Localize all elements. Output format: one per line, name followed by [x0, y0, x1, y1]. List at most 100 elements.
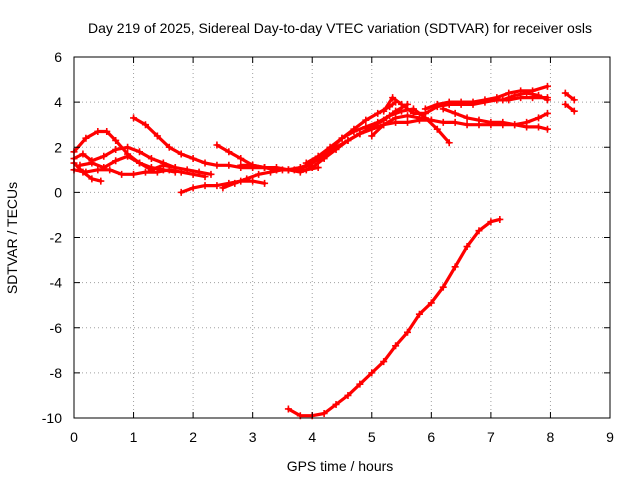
data-point-marker — [469, 98, 477, 106]
data-point-marker — [445, 98, 453, 106]
data-point-marker — [404, 100, 412, 108]
x-tick-label: 9 — [606, 429, 614, 445]
data-point-marker — [332, 146, 340, 154]
data-point-marker — [427, 116, 435, 124]
data-point-marker — [543, 125, 551, 133]
series-track-18 — [561, 89, 578, 104]
y-tick-label: -10 — [42, 410, 62, 426]
y-tick-label: -4 — [50, 275, 63, 291]
data-point-marker — [404, 328, 412, 336]
data-point-marker — [561, 89, 569, 97]
data-point-marker — [409, 109, 417, 117]
data-point-marker — [249, 161, 257, 169]
series-track-4 — [70, 159, 105, 185]
y-tick-label: 4 — [54, 94, 62, 110]
series-track-1 — [70, 127, 179, 176]
data-point-marker — [314, 164, 322, 172]
data-series — [70, 82, 578, 420]
data-point-marker — [100, 152, 108, 160]
data-point-marker — [225, 148, 233, 156]
data-point-marker — [433, 100, 441, 108]
data-point-marker — [511, 91, 519, 99]
data-point-marker — [362, 116, 370, 124]
data-point-marker — [171, 164, 179, 172]
data-point-marker — [302, 159, 310, 167]
data-point-marker — [404, 112, 412, 120]
data-point-marker — [398, 100, 406, 108]
data-point-marker — [261, 179, 269, 187]
data-point-marker — [389, 94, 397, 102]
y-tick-label: 6 — [54, 49, 62, 65]
data-point-marker — [272, 164, 280, 172]
series-line — [563, 102, 576, 113]
data-point-marker — [255, 170, 263, 178]
data-point-marker — [451, 109, 459, 117]
data-point-marker — [439, 118, 447, 126]
data-point-marker — [380, 358, 388, 366]
data-point-marker — [374, 118, 382, 126]
data-point-marker — [543, 82, 551, 90]
data-point-marker — [141, 121, 149, 129]
data-point-marker — [159, 161, 167, 169]
series-track-20 — [284, 215, 504, 420]
series-track-5 — [76, 152, 179, 174]
data-point-marker — [177, 150, 185, 158]
data-point-marker — [392, 342, 400, 350]
data-point-marker — [505, 89, 513, 97]
data-point-marker — [231, 179, 239, 187]
data-point-marker — [189, 155, 197, 163]
x-tick-label: 3 — [249, 429, 257, 445]
data-point-marker — [415, 310, 423, 318]
data-point-marker — [487, 118, 495, 126]
series-track-19 — [561, 100, 578, 115]
data-point-marker — [356, 130, 364, 138]
data-point-marker — [320, 409, 328, 417]
data-point-marker — [535, 114, 543, 122]
data-point-marker — [79, 168, 87, 176]
data-point-marker — [136, 159, 144, 167]
data-point-marker — [543, 96, 551, 104]
data-point-marker — [88, 159, 96, 167]
data-point-marker — [82, 134, 90, 142]
data-point-marker — [76, 161, 84, 169]
data-point-marker — [326, 146, 334, 154]
data-point-marker — [445, 139, 453, 147]
series-line — [441, 107, 550, 131]
data-point-marker — [88, 175, 96, 183]
data-point-marker — [368, 132, 376, 140]
data-point-marker — [451, 263, 459, 271]
data-point-marker — [561, 100, 569, 108]
y-tick-label: -6 — [50, 320, 63, 336]
data-point-marker — [213, 161, 221, 169]
data-point-marker — [97, 177, 105, 185]
x-tick-label: 2 — [189, 429, 197, 445]
data-point-marker — [386, 112, 394, 120]
data-point-marker — [201, 159, 209, 167]
series-line — [563, 91, 576, 102]
data-point-marker — [338, 134, 346, 142]
x-tick-label: 5 — [368, 429, 376, 445]
data-point-marker — [314, 155, 322, 163]
series-line — [286, 217, 502, 418]
data-point-marker — [451, 118, 459, 126]
series-track-17 — [499, 89, 551, 104]
series-track-15 — [421, 82, 551, 113]
grid — [74, 57, 610, 418]
data-point-marker — [570, 96, 578, 104]
data-point-marker — [496, 215, 504, 223]
x-tick-label: 1 — [130, 429, 138, 445]
data-point-marker — [475, 227, 483, 235]
data-point-marker — [177, 188, 185, 196]
data-point-marker — [79, 150, 87, 158]
data-point-marker — [124, 143, 132, 151]
data-point-marker — [296, 168, 304, 176]
data-point-marker — [147, 166, 155, 174]
data-point-marker — [404, 118, 412, 126]
data-point-marker — [201, 182, 209, 190]
y-axis-label: SDTVAR / TECUs — [4, 182, 20, 294]
data-point-marker — [141, 168, 149, 176]
data-point-marker — [427, 299, 435, 307]
data-point-marker — [284, 166, 292, 174]
y-tick-label: 0 — [54, 184, 62, 200]
